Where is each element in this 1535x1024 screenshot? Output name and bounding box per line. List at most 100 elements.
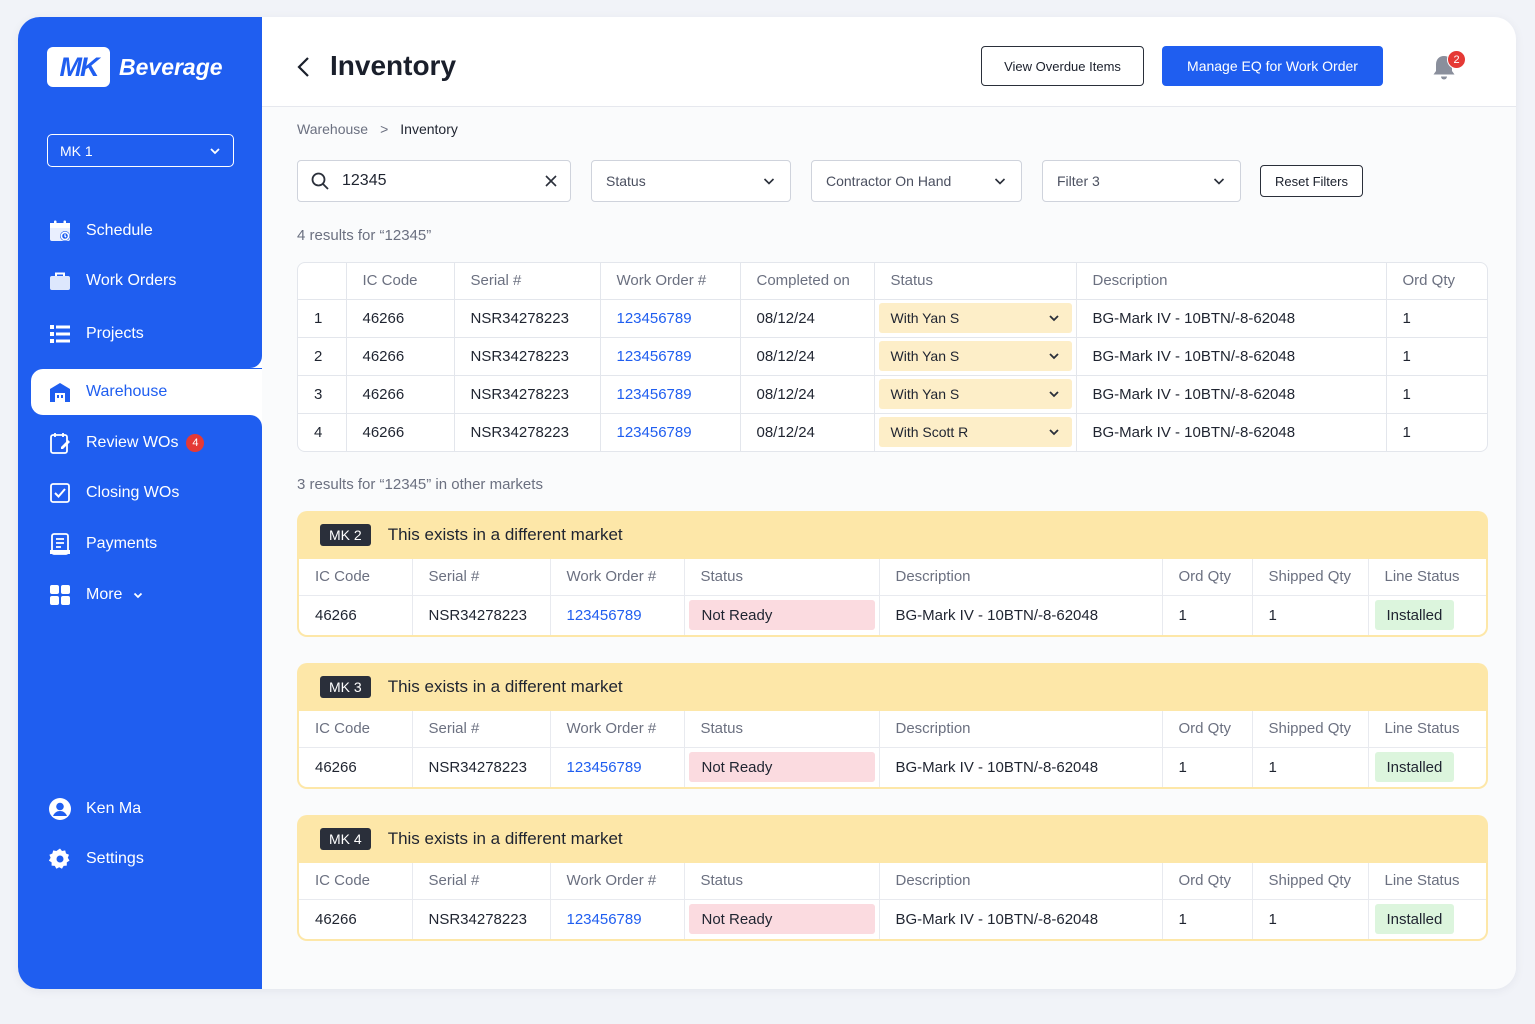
- status-filter-label: Status: [606, 173, 646, 189]
- column-header: Line Status: [1368, 711, 1486, 748]
- chevron-down-icon: [1048, 429, 1059, 436]
- column-header: Status: [684, 711, 880, 748]
- page-header: Inventory View Overdue Items Manage EQ f…: [262, 17, 1516, 107]
- status-dropdown[interactable]: With Yan S: [878, 303, 1072, 333]
- table-header-row: IC Code Serial # Work Order # Status Des…: [299, 711, 1486, 748]
- table-row[interactable]: 46266 NSR34278223 123456789 Not Ready BG…: [299, 747, 1486, 787]
- table-row[interactable]: 2 46266 NSR34278223 123456789 08/12/24 W…: [298, 337, 1487, 376]
- filter-3[interactable]: Filter 3: [1042, 160, 1241, 202]
- sidebar-item-payments[interactable]: Payments: [31, 521, 262, 567]
- sidebar-item-schedule[interactable]: Schedule: [31, 208, 262, 254]
- serial-number: NSR34278223: [454, 299, 601, 338]
- work-order-link[interactable]: 123456789: [566, 606, 642, 624]
- sidebar-item-projects[interactable]: Projects: [31, 311, 262, 357]
- main-content: Warehouse > Inventory 12345 Status Contr…: [262, 107, 1516, 989]
- column-header: Line Status: [1368, 559, 1486, 596]
- search-input[interactable]: 12345: [297, 160, 571, 202]
- table-row[interactable]: 3 46266 NSR34278223 123456789 08/12/24 W…: [298, 375, 1487, 414]
- settings-label: Settings: [86, 850, 144, 867]
- table-row[interactable]: 46266 NSR34278223 123456789 Not Ready BG…: [299, 899, 1486, 939]
- breadcrumb: Warehouse > Inventory: [297, 121, 458, 137]
- ic-code: 46266: [299, 595, 413, 635]
- sidebar-item-closing-wos[interactable]: Closing WOs: [31, 470, 262, 516]
- column-header: IC Code: [299, 711, 413, 748]
- market-table: IC Code Serial # Work Order # Status Des…: [299, 711, 1486, 787]
- column-header[interactable]: Completed on: [740, 263, 875, 300]
- work-order-link[interactable]: 123456789: [616, 423, 692, 441]
- search-icon: [311, 172, 329, 190]
- status-dropdown[interactable]: With Yan S: [878, 341, 1072, 371]
- sidebar-settings[interactable]: Settings: [31, 836, 262, 882]
- table-row[interactable]: 4 46266 NSR34278223 123456789 08/12/24 W…: [298, 413, 1487, 451]
- sidebar-item-label: Review WOs: [86, 434, 179, 451]
- column-header: Work Order #: [550, 559, 685, 596]
- market-tag: MK 2: [320, 524, 371, 546]
- market-select[interactable]: MK 1: [47, 134, 234, 167]
- work-order-link[interactable]: 123456789: [566, 758, 642, 776]
- user-name: Ken Ma: [86, 800, 142, 817]
- status-filter[interactable]: Status: [591, 160, 791, 202]
- sidebar-user[interactable]: Ken Ma: [31, 786, 262, 832]
- status-dropdown[interactable]: With Yan S: [878, 379, 1072, 409]
- brand-logo[interactable]: MK Beverage: [47, 47, 223, 87]
- column-header: Shipped Qty: [1252, 711, 1369, 748]
- work-order-link[interactable]: 123456789: [616, 347, 692, 365]
- row-number: 4: [298, 413, 347, 451]
- market-message: This exists in a different market: [387, 829, 623, 848]
- list-icon: [50, 325, 70, 343]
- table-row[interactable]: 1 46266 NSR34278223 123456789 08/12/24 W…: [298, 299, 1487, 338]
- column-header[interactable]: IC Code: [346, 263, 455, 300]
- column-header[interactable]: Description: [1076, 263, 1387, 300]
- column-header: Shipped Qty: [1252, 863, 1369, 900]
- column-header: Status: [684, 559, 880, 596]
- description: BG-Mark IV - 10BTN/-8-62048: [1076, 375, 1387, 414]
- sidebar-item-label: Closing WOs: [86, 484, 180, 501]
- column-header: Work Order #: [550, 863, 685, 900]
- market-card: MK 4 This exists in a different market I…: [297, 815, 1488, 941]
- reset-filters-button[interactable]: Reset Filters: [1260, 165, 1363, 197]
- manage-eq-button[interactable]: Manage EQ for Work Order: [1162, 46, 1383, 86]
- column-header: IC Code: [299, 863, 413, 900]
- work-order-link[interactable]: 123456789: [616, 309, 692, 327]
- column-header: [298, 263, 347, 300]
- work-order-link[interactable]: 123456789: [566, 910, 642, 928]
- column-header: Status: [684, 863, 880, 900]
- work-order-link[interactable]: 123456789: [616, 385, 692, 403]
- chevron-down-icon: [134, 592, 143, 599]
- filter-3-label: Filter 3: [1057, 173, 1100, 189]
- sidebar-item-warehouse[interactable]: Warehouse: [31, 369, 262, 415]
- not-ready-status: Not Ready: [688, 752, 875, 783]
- status-dropdown[interactable]: With Scott R: [878, 417, 1072, 448]
- clear-icon[interactable]: [544, 174, 558, 188]
- contractor-filter[interactable]: Contractor On Hand: [811, 160, 1022, 202]
- view-overdue-button[interactable]: View Overdue Items: [981, 46, 1144, 86]
- market-card-header: MK 2 This exists in a different market: [299, 511, 1486, 559]
- serial-number: NSR34278223: [454, 337, 601, 376]
- column-header[interactable]: Ord Qty: [1386, 263, 1487, 300]
- sidebar-item-review-wos[interactable]: Review WOs 4: [31, 420, 262, 466]
- market-select-value: MK 1: [60, 142, 93, 159]
- breadcrumb-warehouse[interactable]: Warehouse: [297, 121, 369, 137]
- filter-bar: 12345 Status Contractor On Hand Filter 3…: [297, 160, 1363, 202]
- table-row[interactable]: 46266 NSR34278223 123456789 Not Ready BG…: [299, 595, 1486, 635]
- column-header: Ord Qty: [1162, 711, 1253, 748]
- breadcrumb-separator: >: [380, 121, 389, 137]
- line-status-badge: Installed: [1374, 600, 1455, 631]
- column-header[interactable]: Work Order #: [600, 263, 741, 300]
- column-header[interactable]: Serial #: [454, 263, 601, 300]
- market-table: IC Code Serial # Work Order # Status Des…: [299, 863, 1486, 939]
- ord-qty: 1: [1162, 899, 1253, 939]
- sidebar-item-more[interactable]: More: [31, 572, 262, 618]
- back-arrow-icon[interactable]: [294, 55, 314, 79]
- status-value: With Yan S: [890, 348, 960, 364]
- description: BG-Mark IV - 10BTN/-8-62048: [1076, 337, 1387, 376]
- shipped-qty: 1: [1252, 747, 1369, 787]
- column-header: Work Order #: [550, 711, 685, 748]
- market-message: This exists in a different market: [387, 677, 623, 696]
- column-header[interactable]: Status: [874, 263, 1077, 300]
- column-header: Serial #: [412, 711, 551, 748]
- column-header: Serial #: [412, 863, 551, 900]
- sidebar-item-work-orders[interactable]: Work Orders: [31, 258, 262, 304]
- warehouse-icon: [50, 383, 70, 402]
- ic-code: 46266: [346, 413, 455, 451]
